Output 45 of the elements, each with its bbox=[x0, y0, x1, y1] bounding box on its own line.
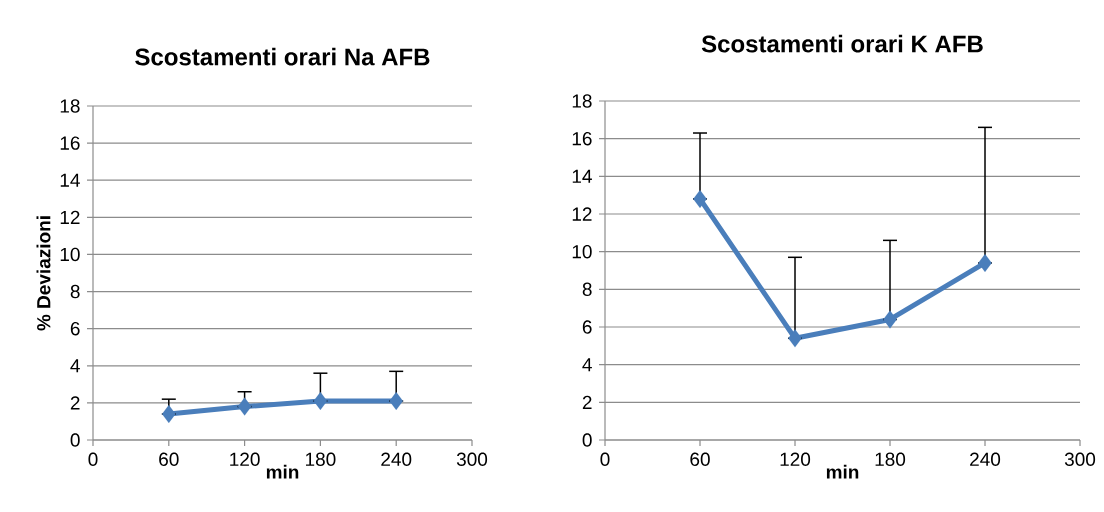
x-tick-label: 0 bbox=[88, 452, 98, 466]
y-tick-label: 18 bbox=[572, 94, 592, 108]
y-tick-label: 10 bbox=[60, 247, 80, 262]
y-tick-label: 4 bbox=[70, 359, 80, 373]
y-tick-label: 8 bbox=[70, 284, 80, 299]
y-tick-label: 10 bbox=[572, 244, 592, 259]
y-axis-title: % Deviazioni bbox=[36, 216, 51, 331]
x-tick-label: 180 bbox=[875, 452, 906, 466]
chart-title: Scostamenti orari Na AFB bbox=[135, 47, 430, 66]
point bbox=[693, 189, 707, 208]
x-tick-label: 240 bbox=[970, 452, 1001, 466]
point bbox=[389, 391, 404, 411]
x-tick-label: 300 bbox=[1064, 452, 1096, 466]
y-tick-label: 12 bbox=[572, 207, 592, 221]
y-tick-label: 12 bbox=[60, 210, 80, 224]
x-tick-label: 0 bbox=[600, 452, 610, 466]
x-tick-label: 120 bbox=[230, 452, 260, 466]
point bbox=[978, 253, 992, 273]
y-tick-label: 6 bbox=[582, 320, 592, 334]
y-tick-label: 0 bbox=[70, 433, 80, 447]
y-tick-label: 18 bbox=[60, 99, 80, 113]
y-tick-label: 16 bbox=[572, 131, 592, 146]
y-tick-label: 16 bbox=[60, 136, 80, 150]
x-axis-title: min bbox=[826, 464, 859, 479]
y-tick-label: 4 bbox=[582, 358, 592, 372]
y-tick-label: 8 bbox=[582, 282, 592, 297]
point bbox=[883, 310, 897, 329]
x-tick-label: 300 bbox=[456, 452, 488, 466]
y-tick-label: 0 bbox=[582, 433, 592, 447]
x-tick-label: 120 bbox=[780, 452, 811, 466]
point bbox=[788, 329, 802, 348]
y-tick-label: 6 bbox=[70, 321, 80, 336]
y-tick-label: 2 bbox=[70, 396, 80, 410]
x-axis-title: min bbox=[266, 464, 299, 479]
point bbox=[161, 404, 176, 424]
point bbox=[237, 397, 252, 416]
x-tick-label: 240 bbox=[381, 452, 412, 466]
y-tick-label: 2 bbox=[582, 395, 592, 409]
x-tick-label: 180 bbox=[305, 452, 336, 466]
point bbox=[313, 391, 328, 411]
y-tick-label: 14 bbox=[60, 173, 80, 187]
y-tick-label: 14 bbox=[572, 169, 592, 183]
x-tick-label: 60 bbox=[690, 452, 710, 466]
x-tick-label: 60 bbox=[159, 452, 179, 466]
chart-title: Scostamenti orari K AFB bbox=[701, 34, 983, 53]
